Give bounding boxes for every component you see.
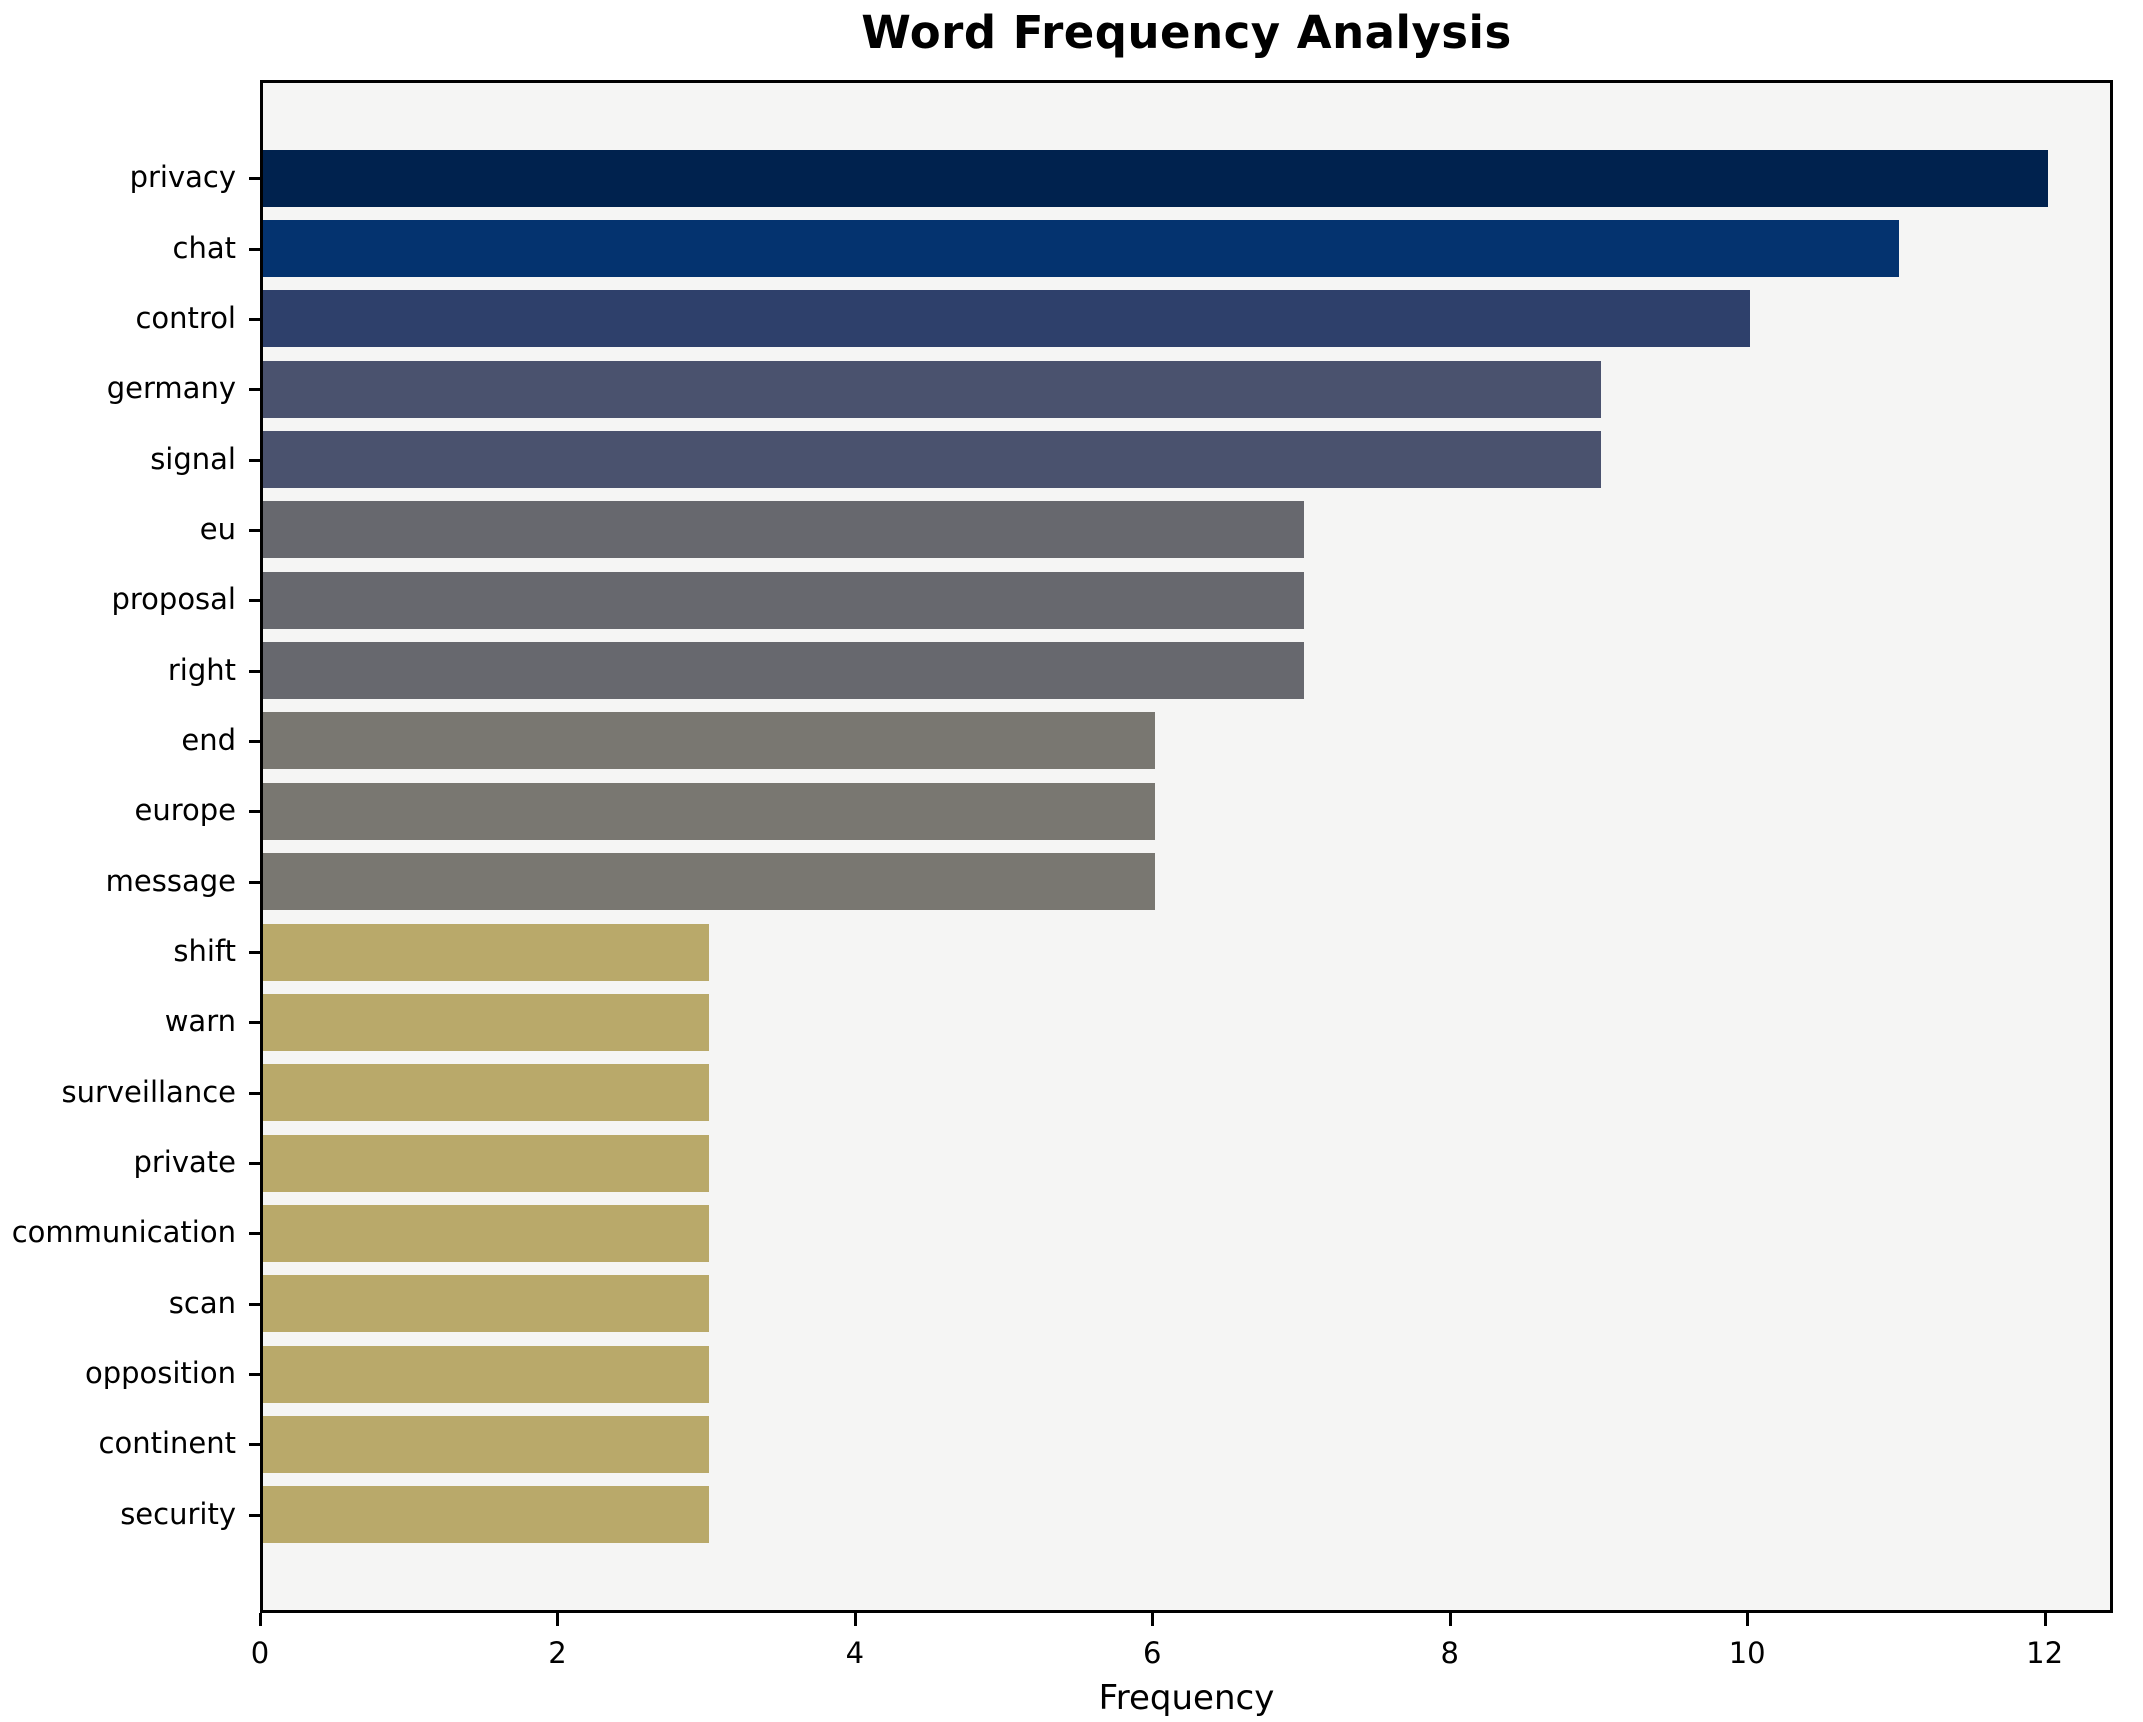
x-tick-6 [1151, 1613, 1155, 1626]
y-tick-opposition [249, 1373, 260, 1377]
y-label-continent: continent [98, 1426, 236, 1461]
y-tick-scan [249, 1302, 260, 1306]
y-label-right: right [167, 652, 236, 687]
y-label-shift: shift [173, 934, 236, 969]
bar-communication [263, 1204, 709, 1262]
chart-title: Word Frequency Analysis [861, 6, 1512, 59]
x-tick-2 [556, 1613, 560, 1626]
y-label-communication: communication [11, 1215, 236, 1250]
y-label-germany: germany [106, 371, 236, 406]
x-tick-label-8: 8 [1440, 1636, 1459, 1670]
bar-security [263, 1486, 709, 1544]
y-tick-proposal [249, 599, 260, 603]
bar-privacy [263, 149, 2048, 207]
y-label-end: end [181, 722, 236, 757]
x-tick-label-10: 10 [1728, 1636, 1766, 1670]
y-label-surveillance: surveillance [61, 1074, 236, 1109]
y-tick-shift [249, 951, 260, 955]
bar-eu [263, 501, 1304, 559]
y-tick-message [249, 880, 260, 884]
x-axis-title: Frequency [1098, 1678, 1275, 1718]
bar-signal [263, 431, 1601, 489]
y-label-scan: scan [168, 1285, 236, 1320]
x-tick-10 [1746, 1613, 1750, 1626]
y-label-opposition: opposition [84, 1356, 236, 1391]
bar-scan [263, 1275, 709, 1333]
y-label-warn: warn [164, 1004, 236, 1039]
y-tick-chat [249, 247, 260, 251]
x-tick-8 [1448, 1613, 1452, 1626]
y-label-control: control [135, 300, 236, 335]
bar-shift [263, 923, 709, 981]
y-tick-end [249, 739, 260, 743]
bar-opposition [263, 1345, 709, 1403]
y-label-private: private [133, 1145, 236, 1180]
bar-control [263, 290, 1750, 348]
y-tick-right [249, 669, 260, 673]
x-tick-0 [259, 1613, 262, 1626]
y-label-eu: eu [199, 511, 236, 546]
y-label-europe: europe [134, 793, 237, 828]
bar-proposal [263, 571, 1304, 629]
x-tick-label-2: 2 [548, 1636, 567, 1670]
bar-right [263, 642, 1304, 700]
y-tick-europe [249, 810, 260, 814]
y-tick-eu [249, 528, 260, 532]
y-tick-continent [249, 1443, 260, 1447]
bar-private [263, 1134, 709, 1192]
y-label-message: message [105, 863, 236, 898]
x-tick-label-6: 6 [1143, 1636, 1162, 1670]
y-label-privacy: privacy [129, 160, 236, 195]
y-label-signal: signal [150, 441, 236, 476]
bar-message [263, 853, 1155, 911]
bar-germany [263, 360, 1601, 418]
x-tick-label-12: 12 [2026, 1636, 2064, 1670]
y-tick-control [249, 317, 260, 321]
y-tick-germany [249, 388, 260, 392]
y-tick-surveillance [249, 1091, 260, 1095]
bar-warn [263, 993, 709, 1051]
y-tick-security [249, 1513, 260, 1517]
x-tick-label-4: 4 [845, 1636, 865, 1670]
x-tick-label-0: 0 [250, 1636, 270, 1670]
bar-surveillance [263, 1064, 709, 1122]
y-tick-private [249, 1162, 260, 1166]
bar-continent [263, 1415, 709, 1473]
plot-area [260, 80, 2113, 1613]
y-tick-warn [249, 1021, 260, 1025]
x-tick-12 [2043, 1613, 2047, 1626]
y-tick-privacy [249, 177, 260, 181]
x-tick-4 [853, 1613, 857, 1626]
bar-end [263, 712, 1155, 770]
y-label-proposal: proposal [111, 582, 236, 617]
y-tick-communication [249, 1232, 260, 1236]
bar-europe [263, 782, 1155, 840]
y-tick-signal [249, 458, 260, 462]
bar-chat [263, 220, 1899, 278]
y-label-chat: chat [172, 230, 236, 265]
y-label-security: security [120, 1496, 236, 1531]
